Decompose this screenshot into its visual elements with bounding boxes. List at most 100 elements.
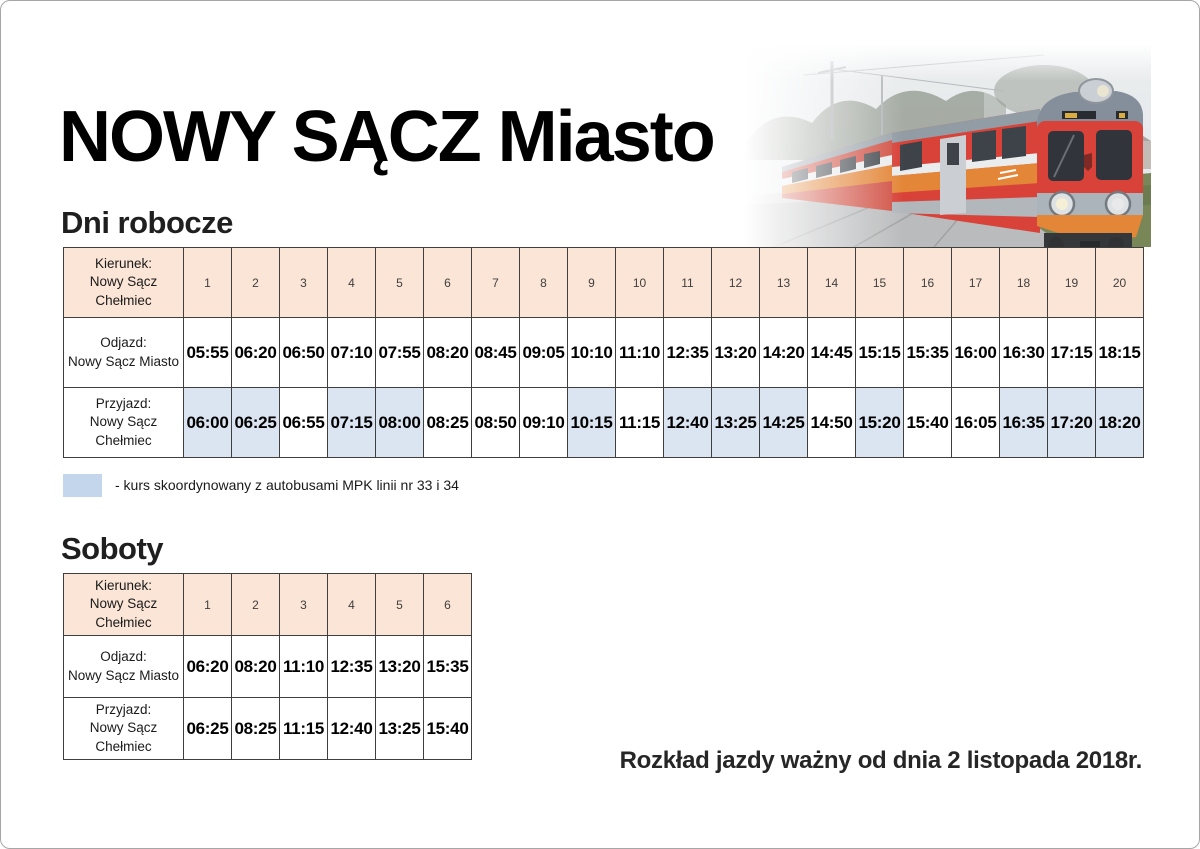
weekday-time-cell-r2-c7: 08:50: [471, 387, 520, 458]
saturday-trip-number-6: 6: [423, 573, 472, 636]
saturday-time-cell-r1-c2: 08:20: [231, 635, 280, 698]
weekday-time-cell-r1-c16: 15:35: [903, 317, 952, 388]
saturday-time-cell-r2-c2: 08:25: [231, 697, 280, 760]
weekday-row-label-2-line2: Nowy Sącz Chełmiec: [89, 414, 158, 448]
weekday-time-cell-r2-c5: 08:00: [375, 387, 424, 458]
saturday-direction-header-cell-line1: Kierunek:: [94, 578, 153, 594]
weekday-trip-number-2: 2: [231, 247, 280, 318]
weekday-time-cell-r2-c15: 15:20: [855, 387, 904, 458]
validity-note: Rozkład jazdy ważny od dnia 2 listopada …: [619, 747, 1143, 774]
weekday-time-cell-r2-c9: 10:15: [567, 387, 616, 458]
saturday-timetable: Kierunek: Nowy Sącz Chełmiec 1 2 3 4 5 6 Odjazd:…: [63, 573, 472, 760]
saturday-direction-header-cell: Kierunek: Nowy Sącz Chełmiec: [63, 573, 184, 636]
weekday-trip-number-19: 19: [1047, 247, 1096, 318]
saturday-header-row: Kierunek: Nowy Sącz Chełmiec 1 2 3 4 5 6: [63, 573, 472, 636]
weekday-time-cell-r1-c12: 13:20: [711, 317, 760, 388]
weekday-time-cell-r1-c9: 10:10: [567, 317, 616, 388]
weekday-direction-header-cell-line1: Kierunek:: [94, 256, 153, 272]
weekday-header-row: Kierunek: Nowy Sącz Chełmiec 1 2 3 4 5 6 7 8 9 10 11…: [63, 247, 1144, 318]
saturday-time-cell-r1-c3: 11:10: [279, 635, 328, 698]
legend: - kurs skoordynowany z autobusami MPK li…: [63, 473, 459, 497]
saturday-time-cell-r1-c6: 15:35: [423, 635, 472, 698]
saturday-row-label-2: Przyjazd: Nowy Sącz Chełmiec: [63, 697, 184, 760]
weekday-trip-number-4: 4: [327, 247, 376, 318]
legend-color-swatch: [63, 473, 102, 497]
weekday-trip-number-17: 17: [951, 247, 1000, 318]
weekday-time-cell-r2-c3: 06:55: [279, 387, 328, 458]
weekday-time-cell-r2-c17: 16:05: [951, 387, 1000, 458]
saturday-time-cell-r2-c5: 13:25: [375, 697, 424, 760]
saturday-trip-number-2: 2: [231, 573, 280, 636]
weekday-trip-number-5: 5: [375, 247, 424, 318]
saturday-section-title: Soboty: [61, 531, 164, 566]
saturday-row-label-1-line1: Odjazd:: [100, 649, 147, 665]
weekday-section-title: Dni robocze: [61, 205, 233, 240]
weekday-trip-number-7: 7: [471, 247, 520, 318]
weekday-trip-number-9: 9: [567, 247, 616, 318]
weekday-trip-number-15: 15: [855, 247, 904, 318]
legend-text: - kurs skoordynowany z autobusami MPK li…: [115, 477, 459, 493]
weekday-time-cell-r1-c19: 17:15: [1047, 317, 1096, 388]
weekday-time-cell-r1-c5: 07:55: [375, 317, 424, 388]
weekday-trip-number-10: 10: [615, 247, 664, 318]
saturday-time-cell-r1-c4: 12:35: [327, 635, 376, 698]
weekday-time-cell-r1-c18: 16:30: [999, 317, 1048, 388]
saturday-data-row-2: Przyjazd: Nowy Sącz Chełmiec 06:25 08:25 11:…: [63, 697, 472, 760]
weekday-row-label-1: Odjazd: Nowy Sącz Miasto: [63, 317, 184, 388]
saturday-trip-number-1: 1: [183, 573, 232, 636]
weekday-time-cell-r2-c6: 08:25: [423, 387, 472, 458]
weekday-trip-number-8: 8: [519, 247, 568, 318]
weekday-trip-number-16: 16: [903, 247, 952, 318]
weekday-trip-number-14: 14: [807, 247, 856, 318]
weekday-time-cell-r2-c2: 06:25: [231, 387, 280, 458]
weekday-time-cell-r1-c7: 08:45: [471, 317, 520, 388]
saturday-row-label-2-line1: Przyjazd:: [95, 702, 152, 718]
weekday-trip-number-11: 11: [663, 247, 712, 318]
weekday-time-cell-r1-c15: 15:15: [855, 317, 904, 388]
weekday-time-cell-r1-c4: 07:10: [327, 317, 376, 388]
weekday-time-cell-r2-c12: 13:25: [711, 387, 760, 458]
train-photo: [744, 45, 1151, 253]
weekday-time-cell-r1-c11: 12:35: [663, 317, 712, 388]
saturday-direction-header-cell-line2: Nowy Sącz Chełmiec: [89, 596, 158, 630]
weekday-row-label-1-line2: Nowy Sącz Miasto: [67, 353, 180, 369]
saturday-time-cell-r2-c6: 15:40: [423, 697, 472, 760]
weekday-time-cell-r1-c3: 06:50: [279, 317, 328, 388]
weekday-data-row-2: Przyjazd: Nowy Sącz Chełmiec 06:00 06:25 06:…: [63, 387, 1144, 458]
weekday-time-cell-r1-c6: 08:20: [423, 317, 472, 388]
saturday-row-label-1-line2: Nowy Sącz Miasto: [67, 667, 180, 683]
weekday-time-cell-r2-c18: 16:35: [999, 387, 1048, 458]
weekday-direction-header-cell-line2: Nowy Sącz Chełmiec: [89, 274, 158, 308]
saturday-row-label-1: Odjazd: Nowy Sącz Miasto: [63, 635, 184, 698]
weekday-time-cell-r2-c19: 17:20: [1047, 387, 1096, 458]
saturday-data-row-1: Odjazd: Nowy Sącz Miasto 06:20 08:20 11:10 12…: [63, 635, 472, 698]
weekday-trip-number-3: 3: [279, 247, 328, 318]
weekday-time-cell-r2-c4: 07:15: [327, 387, 376, 458]
weekday-trip-number-12: 12: [711, 247, 760, 318]
weekday-row-label-2: Przyjazd: Nowy Sącz Chełmiec: [63, 387, 184, 458]
weekday-time-cell-r1-c1: 05:55: [183, 317, 232, 388]
weekday-trip-number-13: 13: [759, 247, 808, 318]
weekday-trip-number-1: 1: [183, 247, 232, 318]
saturday-time-cell-r2-c1: 06:25: [183, 697, 232, 760]
weekday-trip-number-6: 6: [423, 247, 472, 318]
weekday-time-cell-r2-c1: 06:00: [183, 387, 232, 458]
weekday-direction-header-cell: Kierunek: Nowy Sącz Chełmiec: [63, 247, 184, 318]
weekday-time-cell-r1-c10: 11:10: [615, 317, 664, 388]
saturday-trip-number-3: 3: [279, 573, 328, 636]
saturday-time-cell-r2-c3: 11:15: [279, 697, 328, 760]
saturday-time-cell-r1-c5: 13:20: [375, 635, 424, 698]
saturday-trip-number-4: 4: [327, 573, 376, 636]
weekday-time-cell-r2-c10: 11:15: [615, 387, 664, 458]
weekday-row-label-1-line1: Odjazd:: [100, 335, 147, 351]
page-title: NOWY SĄCZ Miasto: [59, 97, 716, 177]
weekday-time-cell-r1-c20: 18:15: [1095, 317, 1144, 388]
weekday-time-cell-r2-c16: 15:40: [903, 387, 952, 458]
saturday-row-label-2-line2: Nowy Sącz Chełmiec: [89, 720, 158, 754]
saturday-trip-number-5: 5: [375, 573, 424, 636]
weekday-data-row-1: Odjazd: Nowy Sącz Miasto 05:55 06:20 06:50 07…: [63, 317, 1144, 388]
saturday-time-cell-r2-c4: 12:40: [327, 697, 376, 760]
weekday-time-cell-r2-c8: 09:10: [519, 387, 568, 458]
weekday-time-cell-r1-c8: 09:05: [519, 317, 568, 388]
